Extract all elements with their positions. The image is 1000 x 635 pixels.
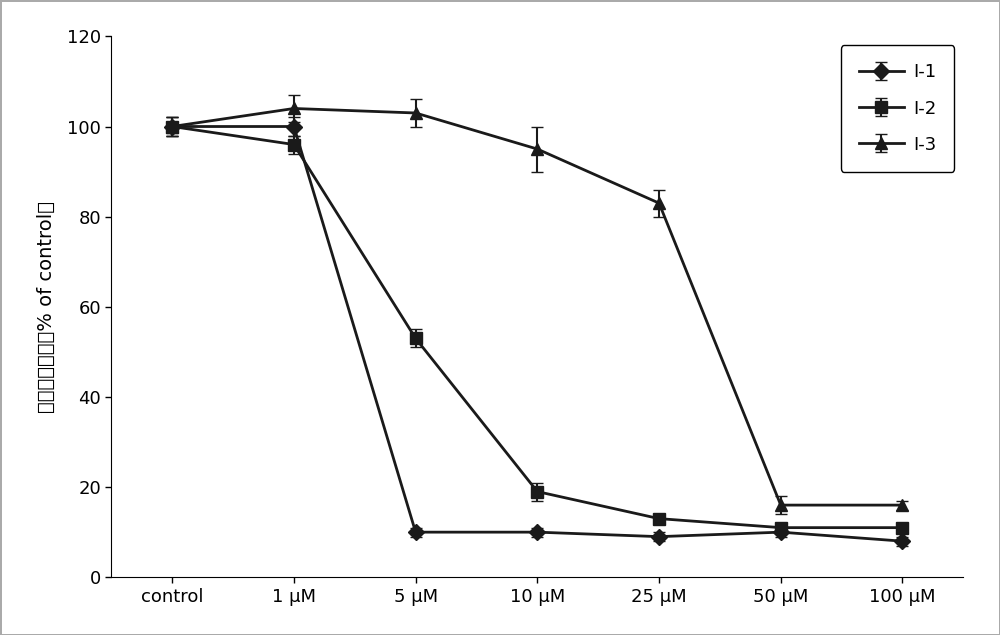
Legend: I-1, I-2, I-3: I-1, I-2, I-3 bbox=[841, 45, 954, 171]
Y-axis label: 癌细胞存活率（% of control）: 癌细胞存活率（% of control） bbox=[37, 201, 56, 413]
